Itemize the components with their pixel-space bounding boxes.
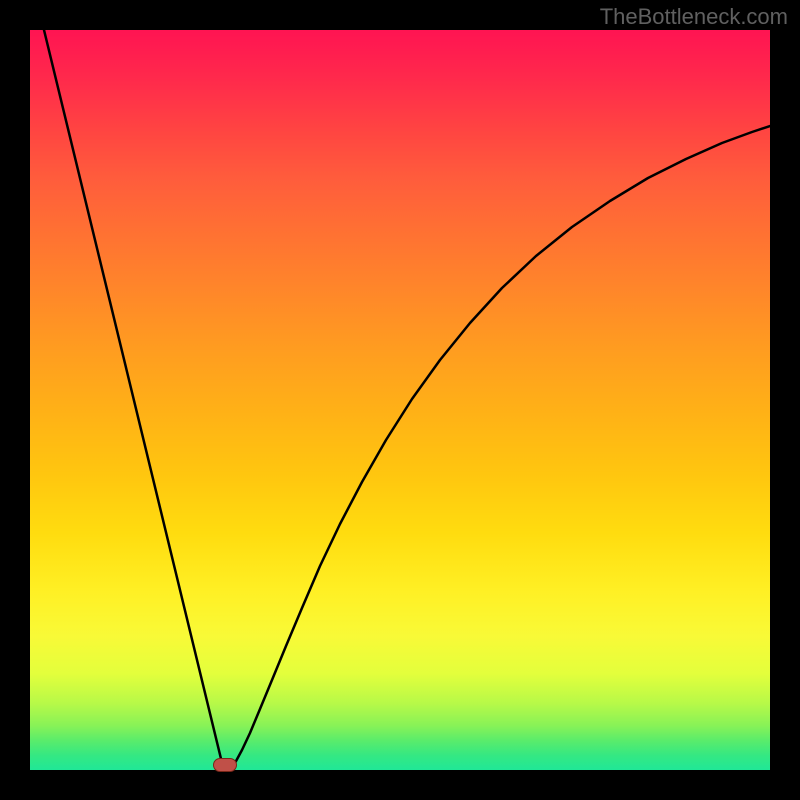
plot-area — [30, 30, 770, 770]
optimum-marker — [213, 758, 237, 772]
curve-overlay — [30, 30, 770, 770]
bottleneck-curve — [44, 30, 770, 767]
watermark-text: TheBottleneck.com — [600, 4, 788, 30]
